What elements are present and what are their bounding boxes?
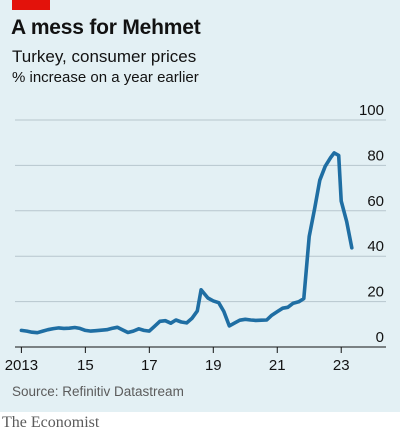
x-tick-label: 2013 [5,357,38,374]
x-tick-label: 19 [205,357,222,374]
x-tick-label: 15 [77,357,94,374]
x-tick-labels: 2013 15 17 19 21 23 [5,347,350,374]
y-tick-label: 100 [359,102,384,119]
x-tick-label: 17 [141,357,158,374]
y-tick-label: 40 [367,238,384,255]
y-tick-label: 80 [367,147,384,164]
y-tick-label: 0 [376,329,384,346]
chart-title: A mess for Mehmet [11,16,201,39]
chart-panel [0,0,400,412]
y-tick-label: 20 [367,284,384,301]
economist-wordmark: The Economist [2,414,100,431]
x-tick-label: 21 [269,357,286,374]
x-tick-label: 23 [333,357,350,374]
y-tick-labels: 0 20 40 60 80 100 [359,102,384,346]
gridlines [15,119,386,348]
chart-units-label: % increase on a year earlier [12,69,199,86]
brand-accent-bar [12,0,50,10]
y-tick-label: 60 [367,193,384,210]
series-layer [19,151,354,335]
source-note: Source: Refinitiv Datastream [12,384,184,399]
series-line-consumer-prices [19,151,354,335]
line-chart: 0 20 40 60 80 100 2013 15 17 19 21 23 [5,102,386,374]
chart-subtitle: Turkey, consumer prices [12,47,197,66]
